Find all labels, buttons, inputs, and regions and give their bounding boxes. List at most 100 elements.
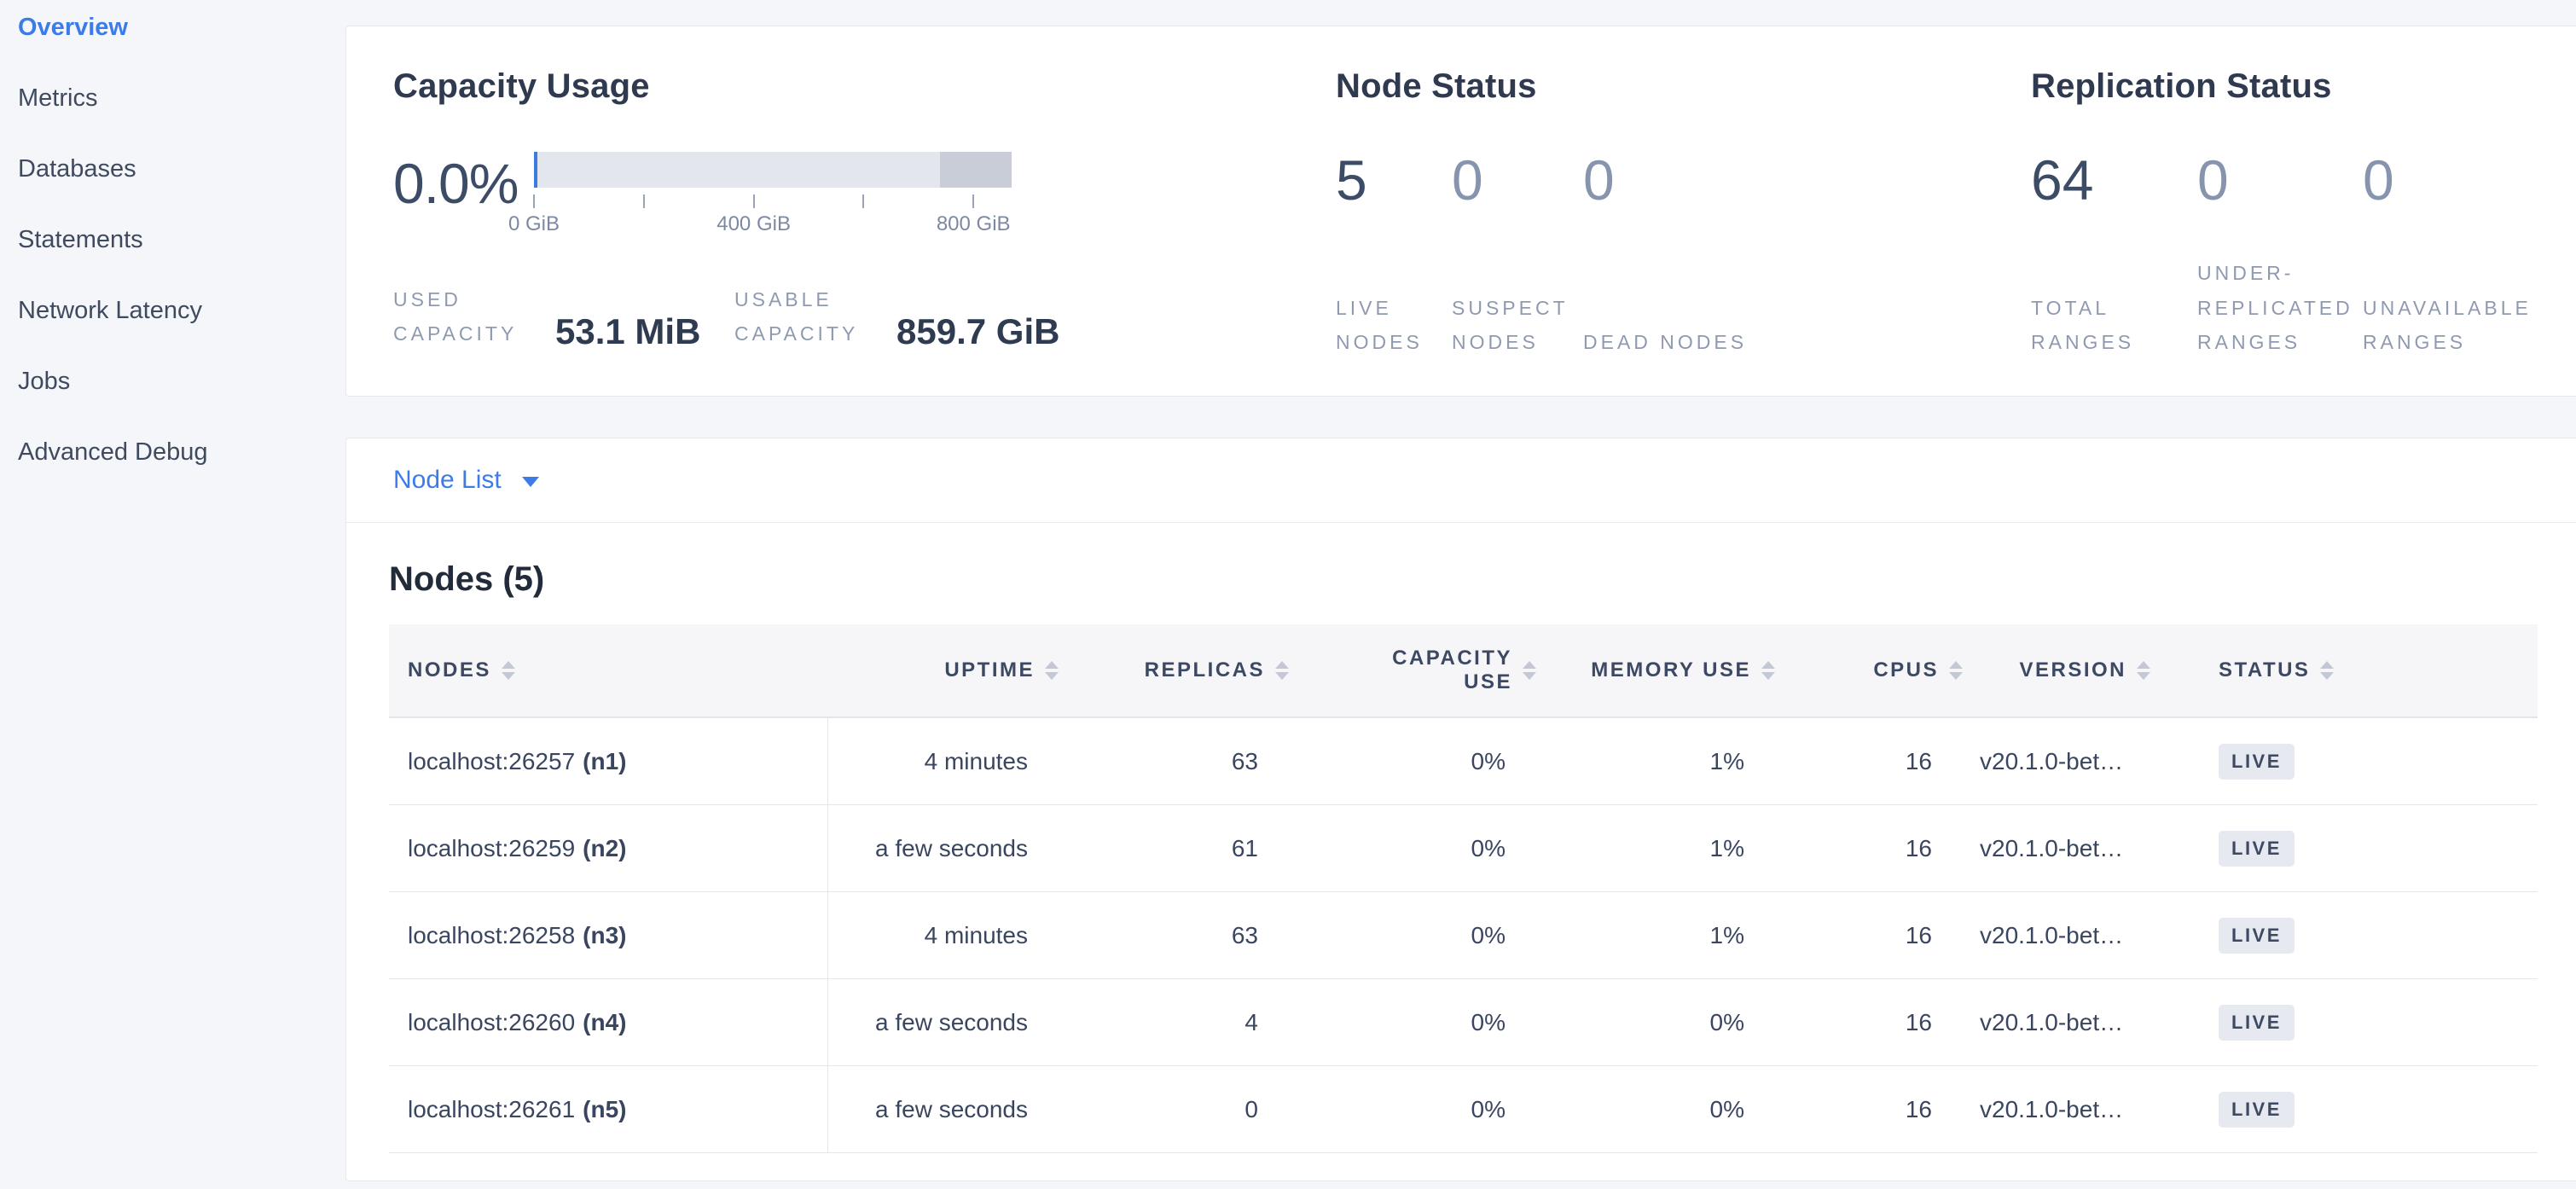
under-replicated-ranges-label: UNDER-REPLICATED RANGES xyxy=(2197,262,2353,353)
column-header-status[interactable]: STATUS xyxy=(2167,658,2538,682)
used-capacity-value: 53.1 MiB xyxy=(555,311,701,352)
node-address: localhost:26257 xyxy=(408,748,576,774)
capacity-used-marker xyxy=(534,152,537,188)
capacity-bar-dark-segment xyxy=(940,152,1012,188)
under-replicated-ranges-value: 0 xyxy=(2197,148,2229,212)
replicas-cell: 0 xyxy=(1244,1096,1258,1122)
axis-tick xyxy=(752,194,755,208)
column-label: CPUS xyxy=(1873,658,1939,682)
sidebar-nav: Overview Metrics Databases Statements Ne… xyxy=(0,0,345,1189)
axis-label-400gib: 400 GiB xyxy=(717,212,791,235)
table-row: localhost:26257 (n1) 4 minutes 63 0% 1% … xyxy=(389,718,2538,805)
usable-capacity-stat: USABLE CAPACITY 859.7 GiB xyxy=(734,282,1059,351)
used-capacity-stat: USED CAPACITY 53.1 MiB xyxy=(393,282,734,351)
total-ranges-value: 64 xyxy=(2031,148,2094,212)
sidebar-item-overview[interactable]: Overview xyxy=(18,14,128,41)
under-replicated-ranges-metric: 0 UNDER-REPLICATED RANGES xyxy=(2197,152,2363,359)
live-nodes-value: 5 xyxy=(1336,148,1367,212)
capacity-bar-track xyxy=(534,152,1012,188)
table-row: localhost:26260 (n4) a few seconds 4 0% … xyxy=(389,979,2538,1066)
node-address-cell[interactable]: localhost:26259 (n2) xyxy=(389,805,828,892)
usable-capacity-value: 859.7 GiB xyxy=(896,311,1060,352)
replicas-cell: 63 xyxy=(1231,922,1258,948)
sort-icon xyxy=(1045,661,1059,680)
axis-tick xyxy=(642,194,645,208)
node-address-cell[interactable]: localhost:26257 (n1) xyxy=(389,718,828,805)
replicas-cell: 4 xyxy=(1244,1009,1258,1035)
status-badge: LIVE xyxy=(2219,831,2295,867)
column-header-replicas[interactable]: REPLICAS xyxy=(1076,658,1306,682)
nodes-count-heading: Nodes (5) xyxy=(389,560,545,598)
status-badge: LIVE xyxy=(2219,1005,2295,1041)
cpus-cell: 16 xyxy=(1905,1096,1932,1122)
status-cell: LIVE xyxy=(2167,1092,2538,1128)
sidebar-item-advanced-debug[interactable]: Advanced Debug xyxy=(18,438,208,466)
version-cell: v20.1.0-bet… xyxy=(1980,1096,2124,1122)
column-header-nodes[interactable]: NODES xyxy=(389,658,828,682)
memory-use-cell: 0% xyxy=(1709,1096,1744,1122)
usable-capacity-label: USABLE CAPACITY xyxy=(734,288,859,345)
node-id: (n5) xyxy=(583,1096,627,1122)
node-address-cell[interactable]: localhost:26261 (n5) xyxy=(389,1066,828,1153)
sidebar-item-statements[interactable]: Statements xyxy=(18,226,143,253)
node-id: (n4) xyxy=(583,1009,627,1035)
uptime-cell: a few seconds xyxy=(875,1096,1028,1122)
nodes-table: NODES UPTIME REPLICAS CAPACITY USE xyxy=(389,624,2538,1153)
column-label: STATUS xyxy=(2219,658,2311,682)
sort-icon xyxy=(1761,661,1775,680)
node-address: localhost:26258 xyxy=(408,922,576,948)
total-ranges-label: TOTAL RANGES xyxy=(2031,296,2135,353)
capacity-use-cell: 0% xyxy=(1471,748,1506,774)
capacity-usage-title: Capacity Usage xyxy=(393,67,650,105)
node-id: (n2) xyxy=(583,835,627,861)
cpus-cell: 16 xyxy=(1905,835,1932,861)
sidebar-item-metrics[interactable]: Metrics xyxy=(18,84,98,112)
column-label: REPLICAS xyxy=(1144,658,1265,682)
column-label: CAPACITY USE xyxy=(1392,647,1512,693)
cpus-cell: 16 xyxy=(1905,1009,1932,1035)
cpus-cell: 16 xyxy=(1905,748,1932,774)
sidebar-item-network-latency[interactable]: Network Latency xyxy=(18,297,202,324)
live-nodes-label: LIVE NODES xyxy=(1336,296,1423,353)
replicas-cell: 63 xyxy=(1231,748,1258,774)
nodes-table-header: NODES UPTIME REPLICAS CAPACITY USE xyxy=(389,624,2538,718)
suspect-nodes-value: 0 xyxy=(1452,148,1483,212)
column-label: MEMORY USE xyxy=(1591,658,1751,682)
column-label: NODES xyxy=(408,658,491,682)
capacity-percent-value: 0.0% xyxy=(393,152,519,215)
table-row: localhost:26259 (n2) a few seconds 61 0%… xyxy=(389,805,2538,892)
version-cell: v20.1.0-bet… xyxy=(1980,748,2124,774)
axis-tick xyxy=(533,194,535,208)
capacity-use-cell: 0% xyxy=(1471,835,1506,861)
dead-nodes-value: 0 xyxy=(1583,148,1615,212)
uptime-cell: a few seconds xyxy=(875,835,1028,861)
sidebar-item-jobs[interactable]: Jobs xyxy=(18,368,71,395)
sort-icon xyxy=(2320,661,2335,680)
suspect-nodes-metric: 0 SUSPECT NODES xyxy=(1452,152,1583,359)
unavailable-ranges-label: UNAVAILABLE RANGES xyxy=(2363,296,2532,353)
status-cell: LIVE xyxy=(2167,744,2538,780)
node-status-section: Node Status 5 LIVE NODES 0 SUSPECT NODES… xyxy=(1336,67,2031,396)
column-header-cpus[interactable]: CPUS xyxy=(1792,658,1980,682)
status-cell: LIVE xyxy=(2167,918,2538,954)
chevron-down-icon xyxy=(521,477,539,487)
column-header-uptime[interactable]: UPTIME xyxy=(828,658,1076,682)
capacity-axis-labels: 0 GiB 400 GiB 800 GiB xyxy=(508,212,1012,238)
memory-use-cell: 1% xyxy=(1709,835,1744,861)
capacity-use-cell: 0% xyxy=(1471,1009,1506,1035)
column-header-capacity-use[interactable]: CAPACITY USE xyxy=(1306,647,1553,694)
column-header-memory-use[interactable]: MEMORY USE xyxy=(1553,658,1792,682)
column-header-version[interactable]: VERSION xyxy=(1980,658,2167,682)
memory-use-cell: 1% xyxy=(1709,922,1744,948)
node-id: (n3) xyxy=(583,922,627,948)
memory-use-cell: 1% xyxy=(1709,748,1744,774)
table-row: localhost:26261 (n5) a few seconds 0 0% … xyxy=(389,1066,2538,1153)
node-address-cell[interactable]: localhost:26260 (n4) xyxy=(389,979,828,1066)
node-list-card: Node List Nodes (5) NODES UPTIME xyxy=(345,438,2576,1181)
sidebar-item-databases[interactable]: Databases xyxy=(18,155,136,183)
dead-nodes-label: DEAD NODES xyxy=(1583,330,1748,353)
node-address-cell[interactable]: localhost:26258 (n3) xyxy=(389,892,828,979)
capacity-use-cell: 0% xyxy=(1471,922,1506,948)
node-list-dropdown[interactable]: Node List xyxy=(393,466,539,495)
capacity-use-cell: 0% xyxy=(1471,1096,1506,1122)
